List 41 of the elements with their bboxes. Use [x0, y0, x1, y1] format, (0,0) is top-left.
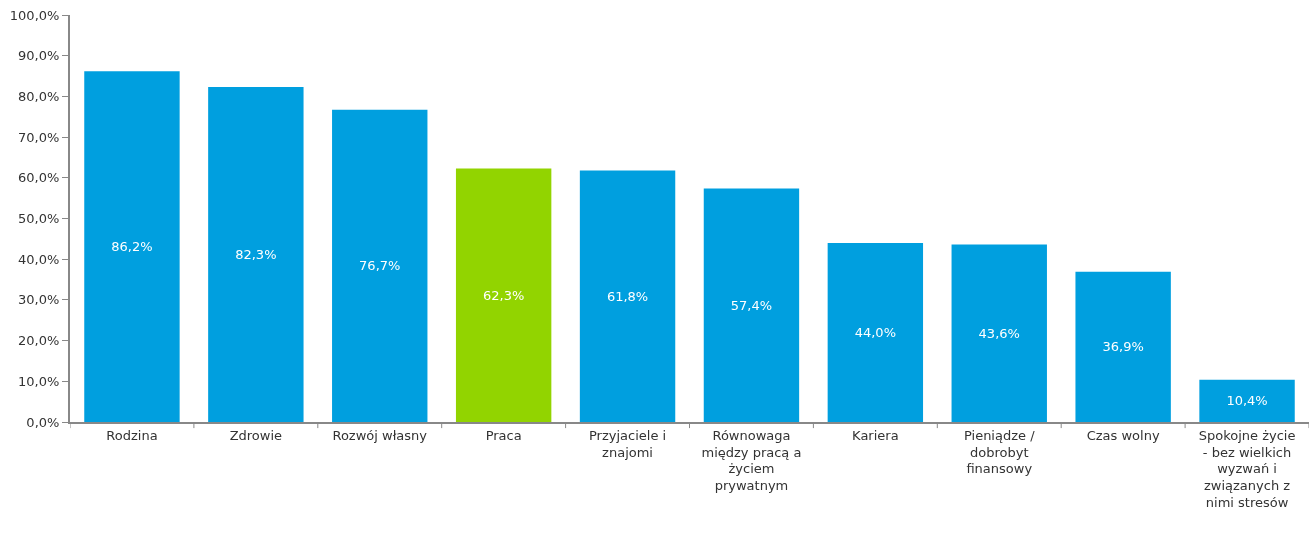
y-tick-label: 30,0%	[18, 292, 60, 308]
data-label: 76,7%	[359, 258, 401, 274]
bar	[951, 244, 1047, 422]
x-tick-label: Spokojne życie - bez wielkich wyzwań i związanych z nimi stresów	[1198, 427, 1296, 511]
y-tick-label: 100,0%	[9, 7, 60, 23]
bar	[455, 168, 552, 422]
bar	[332, 109, 428, 422]
y-tick-label: 10,0%	[18, 373, 60, 389]
x-tick-label: Praca	[485, 427, 522, 443]
data-label: 10,4%	[1226, 393, 1268, 409]
x-tick-label: Kariera	[852, 427, 899, 443]
data-label: 62,3%	[482, 287, 525, 303]
data-label: 57,4%	[730, 297, 773, 313]
y-tick-label: 70,0%	[18, 129, 60, 145]
y-tick-label: 60,0%	[18, 170, 60, 186]
y-tick-label: 40,0%	[18, 251, 60, 267]
y-tick-label: 20,0%	[18, 333, 60, 349]
x-tick-label: Przyjaciele i znajomi	[588, 427, 667, 460]
data-label: 36,9%	[1102, 339, 1144, 355]
x-tick-label: Czas wolny	[1086, 427, 1160, 443]
y-tick-label: 80,0%	[18, 88, 60, 104]
y-tick-label: 90,0%	[18, 48, 60, 64]
bar	[208, 87, 304, 422]
bar	[84, 71, 180, 422]
bar	[827, 242, 924, 422]
y-tick-label: 0,0%	[26, 414, 60, 430]
x-tick-label: Rozwój własny	[332, 427, 428, 443]
x-tick-label: Równowaga między pracą a życiem prywatnym	[701, 427, 802, 494]
x-tick-label: Rodzina	[106, 427, 158, 443]
bar	[579, 170, 676, 422]
data-label: 44,0%	[854, 324, 897, 340]
data-label: 43,6%	[978, 325, 1020, 341]
x-tick-label: Zdrowie	[229, 427, 283, 443]
bar	[1075, 271, 1171, 422]
data-label: 61,8%	[606, 288, 649, 304]
x-tick-label: Pieniądze / dobrobyt finansowy	[963, 427, 1036, 477]
data-label: 82,3%	[235, 247, 277, 263]
y-tick-label: 50,0%	[18, 211, 60, 227]
bar	[703, 188, 800, 422]
bar	[1199, 379, 1295, 422]
data-label: 86,2%	[111, 239, 153, 255]
